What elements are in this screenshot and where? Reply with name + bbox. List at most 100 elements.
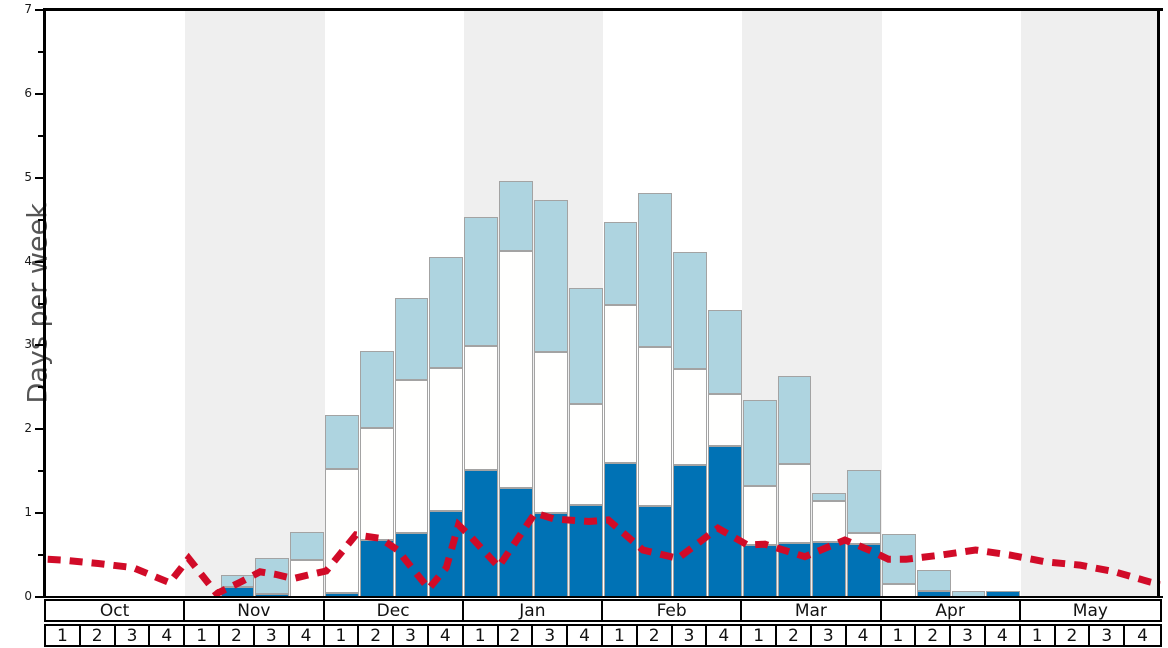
bar-segment-light-blue-days-Mar-4 bbox=[847, 470, 881, 534]
bar-segment-light-blue-days-Dec-4 bbox=[429, 257, 464, 369]
bar-segment-light-blue-days-Mar-3 bbox=[812, 493, 847, 501]
y-axis-major-tick bbox=[35, 428, 43, 431]
week-number-oct-3: 3 bbox=[115, 626, 151, 646]
week-number-oct-1: 1 bbox=[46, 626, 81, 646]
week-number-feb-4: 4 bbox=[707, 626, 743, 646]
week-number-may-1: 1 bbox=[1020, 626, 1056, 646]
month-label-feb: Feb bbox=[603, 601, 743, 621]
bar-segment-light-blue-days-Jan-3 bbox=[533, 199, 568, 353]
month-label-row: Oct Nov Dec Jan Feb Mar Apr May bbox=[44, 599, 1162, 622]
week-number-apr-1: 1 bbox=[881, 626, 917, 646]
plot-right-border bbox=[1157, 8, 1160, 597]
bar-segment-white-days-Jan-1 bbox=[464, 346, 499, 471]
bar-segment-light-blue-days-Feb-3 bbox=[673, 252, 707, 369]
week-number-apr-4: 4 bbox=[985, 626, 1021, 646]
bar-segment-light-blue-days-Feb-2 bbox=[638, 192, 673, 348]
month-label-may: May bbox=[1020, 601, 1160, 621]
week-number-nov-1: 1 bbox=[185, 626, 221, 646]
y-axis-major-tick bbox=[35, 344, 43, 347]
bar-segment-light-blue-days-Nov-4 bbox=[290, 532, 324, 561]
bar-segment-light-blue-days-Jan-4 bbox=[568, 288, 603, 405]
bar-segment-white-days-Dec-4 bbox=[429, 368, 464, 511]
bar-segment-dark-blue-days-Dec-2 bbox=[359, 539, 394, 597]
month-label-dec: Dec bbox=[324, 601, 464, 621]
bar-segment-white-days-Mar-1 bbox=[742, 486, 777, 545]
bar-segment-white-days-Feb-3 bbox=[673, 368, 707, 465]
red-dashed-line bbox=[47, 508, 1161, 598]
week-number-nov-2: 2 bbox=[220, 626, 255, 646]
bar-segment-dark-blue-days-Feb-1 bbox=[603, 462, 638, 597]
bar-segment-white-days-Feb-1 bbox=[603, 305, 638, 463]
y-axis-tick-label: 0 bbox=[24, 589, 32, 603]
week-number-may-2: 2 bbox=[1055, 626, 1091, 646]
week-number-may-3: 3 bbox=[1090, 626, 1126, 646]
week-number-jan-1: 1 bbox=[463, 626, 499, 646]
month-label-mar: Mar bbox=[742, 601, 882, 621]
y-axis-minor-tick bbox=[38, 134, 43, 137]
y-axis-major-tick bbox=[35, 512, 43, 515]
week-number-oct-2: 2 bbox=[80, 626, 116, 646]
y-axis-major-tick bbox=[35, 9, 43, 11]
month-band-nov bbox=[185, 10, 325, 597]
y-axis-tick-label: 7 bbox=[24, 2, 32, 16]
week-number-nov-3: 3 bbox=[254, 626, 290, 646]
week-number-jan-2: 2 bbox=[498, 626, 534, 646]
y-axis-line bbox=[43, 8, 46, 597]
bar-segment-white-days-Mar-3 bbox=[812, 500, 847, 542]
week-number-dec-3: 3 bbox=[394, 626, 429, 646]
week-number-feb-1: 1 bbox=[603, 626, 638, 646]
bar-segment-white-days-Jan-3 bbox=[533, 352, 568, 514]
week-number-dec-4: 4 bbox=[428, 626, 464, 646]
week-number-mar-4: 4 bbox=[846, 626, 882, 646]
week-number-dec-2: 2 bbox=[359, 626, 395, 646]
bar-segment-light-blue-days-Feb-4 bbox=[707, 310, 742, 395]
week-number-mar-1: 1 bbox=[742, 626, 778, 646]
bar-segment-white-days-Jan-2 bbox=[499, 250, 533, 488]
week-number-mar-3: 3 bbox=[811, 626, 847, 646]
week-number-nov-4: 4 bbox=[289, 626, 325, 646]
bar-segment-light-blue-days-Apr-2 bbox=[916, 570, 951, 592]
y-axis-minor-tick bbox=[38, 302, 43, 305]
week-number-feb-2: 2 bbox=[637, 626, 673, 646]
x-axis-line bbox=[43, 596, 1163, 598]
y-axis-major-tick bbox=[35, 176, 43, 179]
bar-segment-white-days-Jan-4 bbox=[568, 404, 603, 505]
y-axis-major-tick bbox=[35, 260, 43, 263]
y-axis-tick-label: 1 bbox=[24, 505, 32, 520]
month-label-apr: Apr bbox=[881, 601, 1021, 621]
bar-segment-light-blue-days-Jan-2 bbox=[499, 181, 533, 251]
y-axis-tick-label: 4 bbox=[24, 253, 32, 268]
week-number-dec-1: 1 bbox=[324, 626, 360, 646]
bar-segment-dark-blue-days-Jan-3 bbox=[533, 513, 568, 597]
bar-segment-white-days-Feb-4 bbox=[707, 394, 742, 447]
week-number-oct-4: 4 bbox=[150, 626, 186, 646]
bar-segment-white-days-Feb-2 bbox=[638, 347, 673, 507]
y-axis-tick-label: 3 bbox=[24, 337, 32, 352]
bar-segment-white-days-Dec-2 bbox=[359, 428, 394, 540]
y-axis-tick-label: 5 bbox=[24, 169, 32, 184]
y-axis-minor-tick bbox=[38, 554, 43, 557]
bar-segment-dark-blue-days-Feb-3 bbox=[673, 464, 707, 597]
bar-segment-dark-blue-days-Jan-1 bbox=[464, 470, 499, 597]
y-axis-major-tick bbox=[35, 92, 43, 95]
bar-segment-light-blue-days-Dec-3 bbox=[394, 298, 429, 380]
week-number-jan-3: 3 bbox=[533, 626, 569, 646]
week-number-apr-3: 3 bbox=[951, 626, 986, 646]
month-label-nov: Nov bbox=[185, 601, 325, 621]
y-axis-minor-tick bbox=[38, 50, 43, 53]
bar-segment-light-blue-days-Dec-2 bbox=[359, 351, 394, 429]
bar-segment-light-blue-days-Jan-1 bbox=[464, 217, 499, 347]
month-band-may bbox=[1020, 10, 1160, 597]
y-axis-minor-tick bbox=[38, 470, 43, 473]
y-axis-tick-label: 2 bbox=[24, 421, 32, 436]
y-axis-minor-tick bbox=[38, 386, 43, 389]
bar-segment-light-blue-days-Mar-2 bbox=[777, 375, 812, 464]
bar-segment-white-days-Dec-1 bbox=[325, 468, 359, 593]
bar-segment-light-blue-days-Feb-1 bbox=[603, 222, 638, 306]
bar-segment-light-blue-days-Mar-1 bbox=[742, 399, 777, 487]
y-axis-tick-label: 6 bbox=[24, 85, 32, 100]
